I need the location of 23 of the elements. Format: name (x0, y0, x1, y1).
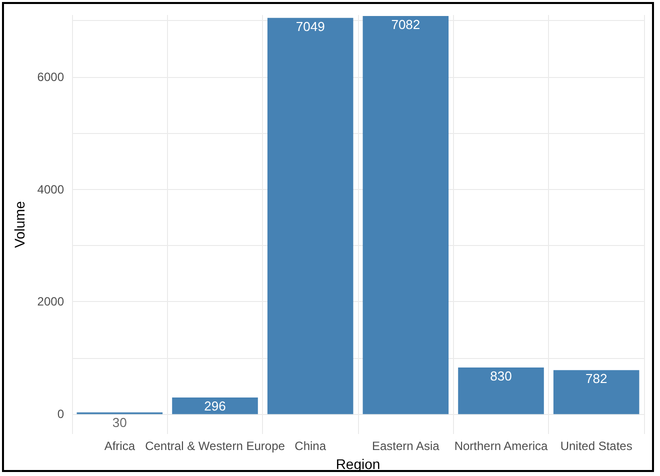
x-tick-label: Northern America (454, 439, 548, 453)
data-label: 296 (204, 398, 226, 414)
bar (172, 397, 258, 414)
x-tick-label: Eastern Asia (372, 439, 440, 453)
x-axis-title: Region (336, 456, 380, 472)
x-tick-label: China (294, 439, 326, 453)
bar (458, 367, 544, 414)
data-label: 782 (585, 371, 608, 386)
data-label: 30 (112, 415, 127, 430)
y-tick-label: 6000 (37, 70, 64, 84)
data-label: 7049 (296, 18, 325, 34)
y-tick-label: 4000 (37, 182, 64, 196)
y-tick-label: 0 (57, 407, 64, 422)
bar (362, 16, 449, 414)
x-tick-label: United States (560, 439, 632, 453)
bar (553, 370, 640, 414)
data-label: 7082 (391, 17, 420, 32)
data-label: 830 (490, 368, 512, 384)
y-tick-label: 2000 (37, 294, 64, 309)
y-axis-title: Volume (11, 200, 28, 248)
bar (267, 18, 354, 414)
x-tick-label: Central & Western Europe (145, 439, 286, 453)
x-tick-label: Africa (104, 439, 136, 453)
